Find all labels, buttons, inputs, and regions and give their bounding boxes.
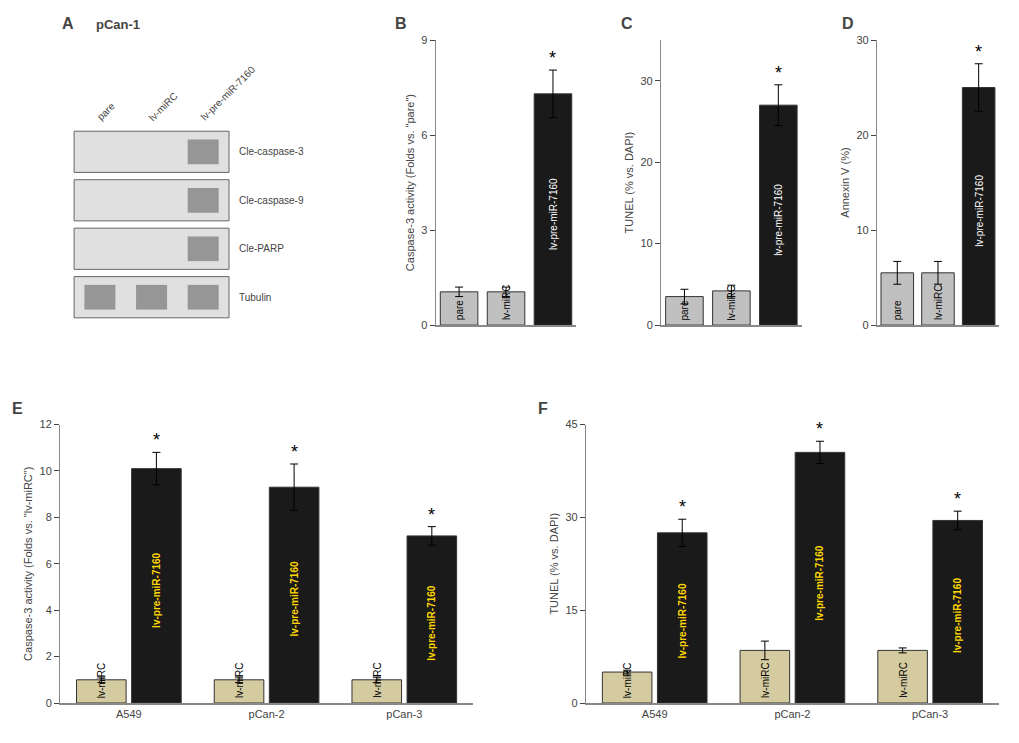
svg-text:0: 0 [647,319,653,331]
svg-text:pCan-3: pCan-3 [386,708,422,720]
svg-text:6: 6 [421,129,427,141]
svg-text:lv-pre-miR-7160: lv-pre-miR-7160 [952,578,963,653]
svg-text:10: 10 [856,224,868,236]
svg-text:Cle-caspase-9: Cle-caspase-9 [239,195,304,206]
svg-text:pCan-2: pCan-2 [249,708,285,720]
svg-text:lv-pre-miR-7160: lv-pre-miR-7160 [974,175,985,247]
svg-text:Annexin V (%): Annexin V (%) [839,147,851,217]
svg-text:TUNEL (% vs. DAPI): TUNEL (% vs. DAPI) [548,513,560,615]
svg-text:0: 0 [572,697,578,709]
svg-text:pCan-3: pCan-3 [912,708,948,720]
svg-text:lv-miRC: lv-miRC [372,662,383,698]
svg-text:C: C [621,15,633,32]
svg-text:*: * [153,430,160,450]
svg-text:lv-miRC: lv-miRC [234,662,245,698]
svg-text:lv-miRC: lv-miRC [501,285,512,321]
svg-text:*: * [428,505,435,525]
svg-text:A549: A549 [116,708,142,720]
svg-text:Caspase-3 activity (Folds vs.: Caspase-3 activity (Folds vs. "lv-miRC") [22,467,34,661]
svg-text:2: 2 [46,650,52,662]
svg-text:lv-pre-miR-7160: lv-pre-miR-7160 [814,545,825,620]
svg-text:lv-miRC: lv-miRC [96,663,107,699]
svg-text:pare: pare [454,300,465,320]
svg-text:pare: pare [95,100,117,122]
svg-text:pCan-1: pCan-1 [96,17,140,32]
svg-text:lv-pre-miR-7160: lv-pre-miR-7160 [426,585,437,660]
svg-text:8: 8 [46,511,52,523]
svg-text:30: 30 [641,75,653,87]
svg-text:Cle-PARP: Cle-PARP [239,243,284,254]
svg-text:A: A [62,15,74,32]
svg-text:4: 4 [46,604,52,616]
svg-text:*: * [679,497,686,517]
svg-text:lv-pre-miR-7160: lv-pre-miR-7160 [151,552,162,627]
svg-text:Tubulin: Tubulin [239,292,271,303]
svg-text:lv-miRC: lv-miRC [898,662,909,698]
svg-text:pCan-2: pCan-2 [774,708,810,720]
svg-text:*: * [975,42,982,62]
svg-text:lv-miRC: lv-miRC [622,663,633,699]
svg-text:TUNEL (% vs. DAPI): TUNEL (% vs. DAPI) [623,132,635,234]
svg-text:12: 12 [40,418,52,430]
svg-text:lv-pre-miR-7160: lv-pre-miR-7160 [199,64,258,123]
svg-text:10: 10 [641,237,653,249]
svg-text:Caspase-3 activity (Folds vs.: Caspase-3 activity (Folds vs. "pare") [404,94,416,271]
svg-text:lv-miRC: lv-miRC [726,285,737,321]
svg-text:pare: pare [679,300,690,320]
svg-text:D: D [842,15,854,32]
svg-text:lv-pre-miR-7160: lv-pre-miR-7160 [773,184,784,256]
svg-text:*: * [291,442,298,462]
svg-text:15: 15 [565,604,577,616]
svg-text:10: 10 [40,465,52,477]
svg-text:0: 0 [863,319,869,331]
svg-text:lv-miRC: lv-miRC [147,90,180,123]
svg-text:*: * [816,419,823,439]
svg-text:20: 20 [641,156,653,168]
svg-text:*: * [775,63,782,83]
svg-text:*: * [954,489,961,509]
svg-text:30: 30 [856,34,868,46]
svg-text:F: F [538,400,548,417]
svg-text:Cle-caspase-3: Cle-caspase-3 [239,146,304,157]
svg-text:20: 20 [856,129,868,141]
svg-text:30: 30 [565,511,577,523]
svg-text:A549: A549 [642,708,668,720]
svg-text:E: E [12,400,23,417]
svg-text:45: 45 [565,418,577,430]
svg-text:lv-pre-miR-7160: lv-pre-miR-7160 [289,561,300,636]
svg-text:0: 0 [46,697,52,709]
svg-text:9: 9 [421,34,427,46]
svg-text:lv-miRC: lv-miRC [760,662,771,698]
svg-text:lv-pre-miR-7160: lv-pre-miR-7160 [677,583,688,658]
svg-text:lv-pre-miR-7160: lv-pre-miR-7160 [548,178,559,250]
svg-text:3: 3 [421,224,427,236]
svg-text:lv-miRC: lv-miRC [933,285,944,321]
svg-text:*: * [549,48,556,68]
svg-text:6: 6 [46,558,52,570]
svg-text:0: 0 [421,319,427,331]
svg-text:B: B [395,15,407,32]
svg-text:pare: pare [892,300,903,320]
